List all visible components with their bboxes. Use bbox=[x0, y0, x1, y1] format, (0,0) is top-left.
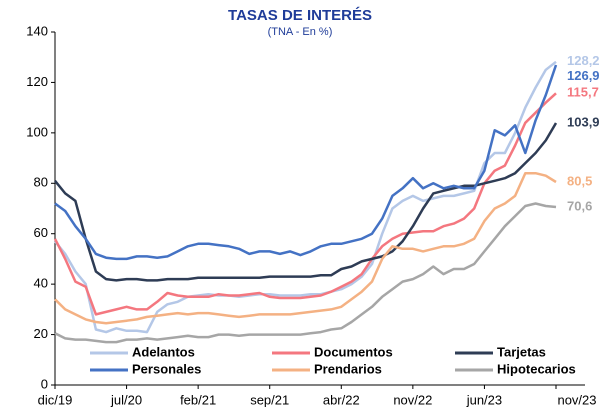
legend-label: Hipotecarios bbox=[497, 361, 576, 376]
y-tick-label: 20 bbox=[34, 326, 48, 341]
legend-label: Documentos bbox=[314, 344, 393, 359]
legend-label: Prendarios bbox=[314, 361, 382, 376]
end-label: 126,9 bbox=[567, 68, 600, 83]
y-tick-label: 0 bbox=[41, 376, 48, 391]
x-tick-label: abr/22 bbox=[323, 392, 360, 407]
end-label: 70,6 bbox=[567, 198, 592, 213]
y-tick-label: 120 bbox=[26, 74, 48, 89]
chart-subtitle: (TNA - En %) bbox=[268, 26, 333, 38]
legend-label: Adelantos bbox=[132, 344, 195, 359]
end-label: 115,7 bbox=[567, 85, 599, 100]
y-tick-label: 80 bbox=[34, 175, 48, 190]
x-tick-label: jun/23 bbox=[466, 392, 502, 407]
x-tick-label: sep/21 bbox=[250, 392, 289, 407]
series-line bbox=[53, 92, 557, 316]
legend-label: Personales bbox=[132, 361, 201, 376]
x-tick-label: jul/20 bbox=[110, 392, 142, 407]
end-label: 80,5 bbox=[567, 173, 592, 188]
y-tick-label: 40 bbox=[34, 276, 48, 291]
x-tick-label: feb/21 bbox=[180, 392, 216, 407]
end-label: 103,9 bbox=[567, 114, 600, 129]
series-line bbox=[54, 202, 557, 344]
series-line bbox=[54, 171, 557, 325]
x-tick-label: nov/22 bbox=[393, 392, 432, 407]
series-line bbox=[54, 122, 558, 282]
series-line bbox=[54, 64, 558, 261]
y-tick-label: 140 bbox=[26, 23, 48, 38]
chart-title: TASAS DE INTERÉS bbox=[228, 7, 372, 24]
y-tick-label: 100 bbox=[26, 124, 48, 139]
x-tick-label: dic/19 bbox=[38, 392, 73, 407]
end-label: 128,2 bbox=[567, 53, 600, 68]
x-tick-label: nov/23 bbox=[557, 392, 596, 407]
series-line bbox=[54, 60, 557, 334]
y-tick-label: 60 bbox=[34, 225, 48, 240]
legend-label: Tarjetas bbox=[497, 344, 546, 359]
